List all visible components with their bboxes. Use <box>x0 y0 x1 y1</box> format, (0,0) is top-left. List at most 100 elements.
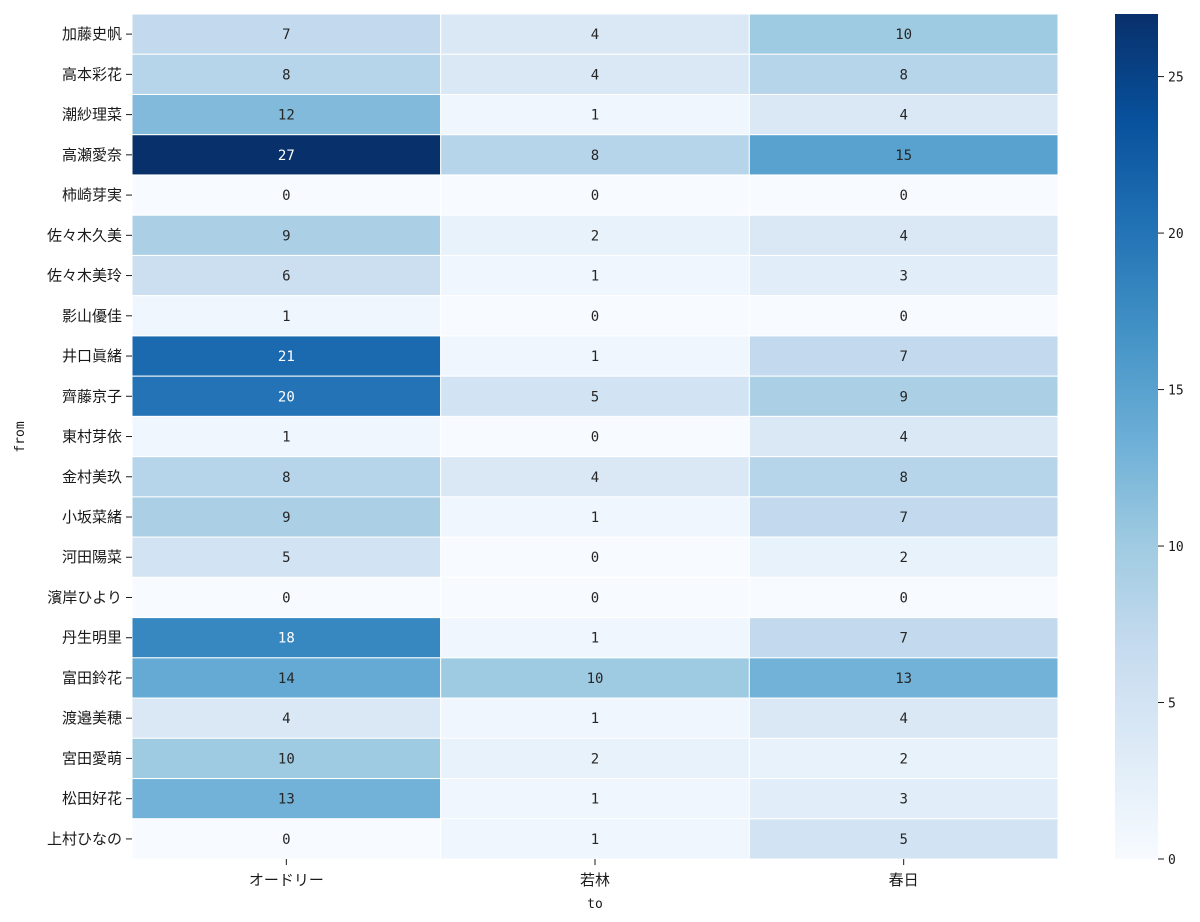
heatmap-cell <box>440 13 750 55</box>
cell-value-label: 1 <box>591 711 599 727</box>
cell-value-label: 2 <box>591 228 599 244</box>
cell-value-label: 0 <box>282 832 290 848</box>
heatmap-cell <box>440 737 750 780</box>
heatmap-cell <box>131 496 442 538</box>
y-tick-label: 小坂菜緒 <box>62 508 122 526</box>
heatmap-cell <box>131 134 442 176</box>
heatmap-cell <box>748 657 1059 699</box>
cell-value-label: 0 <box>282 590 290 606</box>
cell-value-label: 12 <box>278 108 295 124</box>
y-tick-label: 井口眞緒 <box>62 347 122 365</box>
cell-value-label: 0 <box>591 590 599 606</box>
cell-value-label: 7 <box>899 510 907 526</box>
cell-value-label: 7 <box>899 631 907 647</box>
cell-value-label: 13 <box>278 792 295 808</box>
cell-value-label: 7 <box>899 349 907 365</box>
cell-value-label: 4 <box>591 470 599 486</box>
cell-value-label: 0 <box>591 309 599 325</box>
y-tick-label: 東村芽依 <box>62 428 122 446</box>
cell-value-label: 20 <box>278 389 295 405</box>
cell-value-label: 0 <box>591 550 599 566</box>
x-tick-labels: オードリー 若林 春日 <box>249 859 919 889</box>
cell-value-label: 1 <box>591 510 599 526</box>
y-tick-label: 高本彩花 <box>62 65 122 83</box>
heatmap-cell <box>748 697 1059 739</box>
heatmap-cell <box>748 617 1059 659</box>
heatmap-cell <box>131 53 442 95</box>
cell-value-label: 5 <box>591 389 599 405</box>
cell-value-label: 0 <box>899 188 907 204</box>
y-tick-label: 影山優佳 <box>62 307 122 325</box>
heatmap-cell <box>748 53 1059 95</box>
cell-value-label: 8 <box>282 470 290 486</box>
cell-value-label: 0 <box>282 188 290 204</box>
cell-value-label: 8 <box>282 67 290 83</box>
cell-value-label: 15 <box>895 148 912 164</box>
heatmap-cell <box>440 697 750 739</box>
heatmap-cell <box>131 375 442 417</box>
cell-value-label: 4 <box>899 430 907 446</box>
cell-value-label: 8 <box>899 470 907 486</box>
heatmap-cells: 7 4 108 4 812 1 427 8 150 0 09 2 46 1 31 0 021 1 720 5 91 0 48… <box>131 13 1059 860</box>
y-tick-label: 佐々木美玲 <box>47 267 122 285</box>
y-tick-label: 加藤史帆 <box>62 25 122 43</box>
heatmap-cell <box>131 335 442 377</box>
colorbar-ticks: 0 5 10 15 20 25 <box>1158 71 1184 868</box>
cell-value-label: 8 <box>591 148 599 164</box>
y-tick-label: 上村ひなの <box>47 830 122 848</box>
cell-value-label: 10 <box>587 671 604 687</box>
heatmap-cell <box>748 134 1059 176</box>
cell-value-label: 4 <box>591 27 599 43</box>
cell-value-label: 4 <box>899 108 907 124</box>
heatmap-cell <box>748 456 1059 498</box>
x-axis-title: to <box>587 897 603 912</box>
cell-value-label: 14 <box>278 671 295 687</box>
heatmap-cell <box>748 375 1059 417</box>
cell-value-label: 8 <box>899 67 907 83</box>
colorbar-tick-label: 5 <box>1168 697 1176 712</box>
x-tick-label: 若林 <box>580 871 610 889</box>
cell-value-label: 2 <box>899 751 907 767</box>
cell-value-label: 3 <box>899 269 907 285</box>
heatmap-cell <box>748 174 1059 216</box>
cell-value-label: 0 <box>899 590 907 606</box>
heatmap-cell <box>131 617 442 659</box>
heatmap-cell <box>131 536 442 578</box>
cell-value-label: 21 <box>278 349 295 365</box>
heatmap-cell <box>748 415 1059 458</box>
y-tick-label: 渡邉美穂 <box>62 709 122 727</box>
heatmap-cell <box>748 576 1059 619</box>
y-tick-label: 河田陽菜 <box>62 548 122 566</box>
cell-value-label: 1 <box>591 108 599 124</box>
cell-value-label: 1 <box>282 309 290 325</box>
y-tick-label: 柿崎芽実 <box>62 186 122 204</box>
cell-value-label: 2 <box>591 751 599 767</box>
cell-value-label: 6 <box>282 269 290 285</box>
cell-value-label: 4 <box>899 228 907 244</box>
heatmap-cell <box>440 456 750 498</box>
cell-value-label: 4 <box>899 711 907 727</box>
cell-value-label: 10 <box>278 751 295 767</box>
y-tick-label: 金村美玖 <box>62 468 122 486</box>
cell-value-label: 7 <box>282 27 290 43</box>
y-tick-label: 佐々木久美 <box>47 226 122 244</box>
heatmap-cell <box>440 254 750 297</box>
cell-value-label: 0 <box>591 188 599 204</box>
cell-value-label: 9 <box>282 510 290 526</box>
heatmap-cell <box>748 335 1059 377</box>
heatmap-cell <box>131 254 442 297</box>
cell-value-label: 27 <box>278 148 295 164</box>
cell-value-label: 3 <box>899 792 907 808</box>
colorbar-tick-label: 10 <box>1168 540 1184 555</box>
cell-value-label: 1 <box>591 269 599 285</box>
cell-value-label: 0 <box>899 309 907 325</box>
y-tick-label: 富田鈴花 <box>62 669 122 687</box>
cell-value-label: 10 <box>895 27 912 43</box>
cell-value-label: 5 <box>899 832 907 848</box>
heatmap-cell <box>440 617 750 659</box>
heatmap-cell <box>748 13 1059 55</box>
heatmap-cell <box>131 818 442 860</box>
cell-value-label: 9 <box>899 389 907 405</box>
heatmap-cell <box>440 496 750 538</box>
cell-value-label: 4 <box>282 711 290 727</box>
